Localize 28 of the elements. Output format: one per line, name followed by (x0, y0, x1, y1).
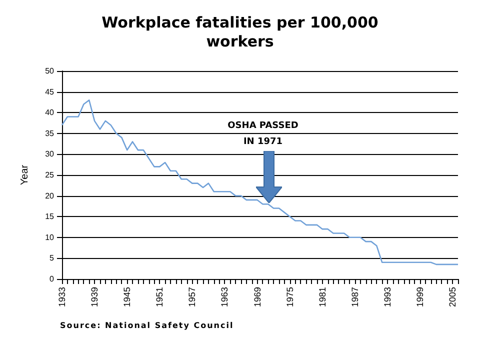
y-tick-label: 15 (45, 212, 55, 222)
y-tick-label: 5 (50, 254, 55, 263)
x-tick-label: 1993 (382, 287, 392, 308)
chart-title: Workplace fatalities per 100,000 workers (102, 14, 378, 50)
x-tick-label: 2005 (448, 287, 458, 308)
y-tick-label: 35 (45, 128, 55, 138)
x-tick-label: 1951 (154, 287, 165, 308)
x-tick-label: 1975 (284, 287, 295, 308)
y-tick-label: 0 (50, 274, 55, 284)
y-axis-title: Year (20, 164, 30, 186)
y-tick-label: 20 (45, 191, 55, 200)
x-tick-label: 1945 (122, 287, 132, 308)
y-tick-label: 25 (45, 170, 55, 180)
x-tick-label: 1999 (415, 287, 426, 308)
x-tick-label: 1963 (220, 287, 230, 308)
x-tick-label: 1957 (187, 287, 198, 308)
y-tick-label: 45 (45, 87, 55, 96)
x-tick-label: 1987 (350, 287, 360, 308)
x-tick-label: 1933 (57, 287, 67, 308)
x-tick-label: 1939 (90, 287, 100, 308)
x-tick-label: 1969 (252, 287, 262, 308)
annotation: OSHA PASSED IN 1971 (226, 120, 300, 149)
y-tick-label: 10 (45, 232, 55, 242)
y-tick-label: 40 (45, 108, 55, 118)
source-note: Source: National Safety Council (60, 321, 234, 330)
y-tick-label: 30 (45, 150, 55, 159)
x-tick-label: 1981 (317, 287, 328, 308)
y-tick-label: 50 (45, 66, 55, 76)
